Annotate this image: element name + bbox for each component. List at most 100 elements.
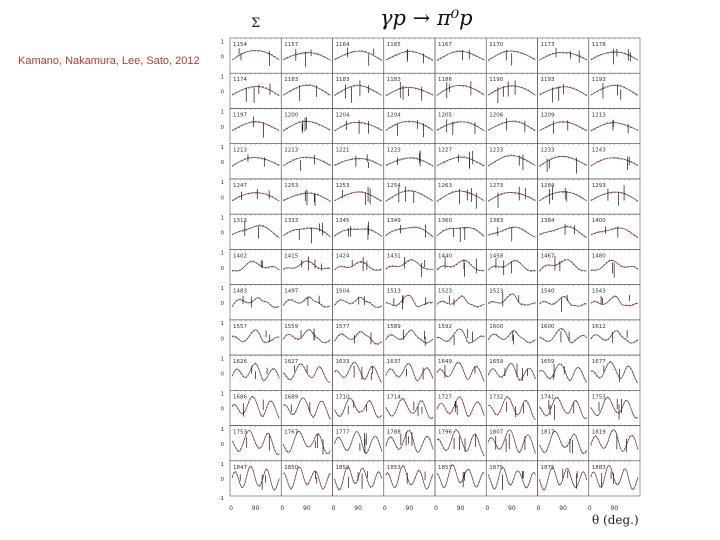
panel-energy-label: 1293 <box>592 183 606 189</box>
y-tick-label: 1 <box>221 180 225 186</box>
model-curve-blue <box>231 466 280 491</box>
model-curve-blue <box>539 430 588 454</box>
model-curve-red <box>487 330 536 344</box>
panel-energy-label: 1213 <box>233 148 247 154</box>
panel-energy-label: 1186 <box>438 77 452 83</box>
panel-energy-label: 1577 <box>336 324 350 330</box>
x-tick-label: 0 <box>332 505 336 512</box>
panel-energy-label: 1167 <box>438 42 452 48</box>
model-curve-blue <box>334 431 383 454</box>
model-curve-red <box>283 52 331 61</box>
model-curve-blue <box>436 429 485 456</box>
model-curve-red <box>436 190 485 202</box>
model-curve-blue <box>385 227 434 237</box>
model-curve-blue <box>231 86 280 97</box>
model-curve-blue <box>436 396 485 417</box>
model-curve-red <box>231 261 280 272</box>
model-curve-blue <box>385 189 434 202</box>
panel-energy-label: 1200 <box>284 112 298 118</box>
y-tick-label: 1 <box>221 392 225 398</box>
model-curve-blue <box>436 50 485 61</box>
panel-energy-label: 1209 <box>541 112 555 118</box>
model-curve-red <box>231 192 280 202</box>
panel-energy-label: 1543 <box>592 289 606 295</box>
model-curve-blue <box>539 155 587 167</box>
model-curve-red <box>283 121 331 131</box>
panel-energy-label: 1649 <box>438 359 452 365</box>
model-curve-blue <box>334 330 382 345</box>
panel-energy-label: 1247 <box>233 183 247 189</box>
model-curve-blue <box>488 192 536 202</box>
y-tick-label: 1 <box>221 215 225 221</box>
y-tick-label: 0 <box>221 336 225 342</box>
x-tick-label: 90 <box>457 505 465 512</box>
panel-energy-label: 1767 <box>284 430 298 436</box>
model-curve-red <box>488 293 536 306</box>
x-tick-label: 0 <box>383 505 387 512</box>
panel-energy-label: 1263 <box>438 183 452 189</box>
panel-energy-label: 1817 <box>541 430 555 436</box>
model-curve-blue <box>334 84 382 96</box>
x-tick-label: 0 <box>229 505 233 512</box>
panel-energy-label: 1213 <box>592 112 606 118</box>
panel-energy-label: 1612 <box>592 324 606 330</box>
panel-energy-label: 1732 <box>489 394 503 400</box>
model-curve-red <box>488 192 536 202</box>
model-curve-blue <box>539 120 587 132</box>
model-curve-blue <box>436 227 485 237</box>
model-curve-blue <box>436 121 485 132</box>
panel-energy-label: 1415 <box>284 253 298 259</box>
y-tick-label: 0 <box>221 266 225 272</box>
model-curve-blue <box>385 259 434 271</box>
model-curve-blue <box>231 395 280 419</box>
panel-energy-label: 1540 <box>541 289 555 295</box>
model-curve-red <box>231 329 280 344</box>
panel-energy-label: 1819 <box>592 430 606 436</box>
panel-energy-label: 1875 <box>541 465 555 471</box>
model-curve-blue <box>231 298 280 308</box>
citation-text: Kamano, Nakamura, Lee, Sato, 2012 <box>18 55 200 67</box>
panel-energy-label: 1523 <box>438 289 452 295</box>
model-curve-red <box>334 362 383 384</box>
panel-energy-label: 1402 <box>233 253 247 259</box>
model-curve-blue <box>283 84 331 97</box>
panel-energy-label: 1504 <box>336 289 350 295</box>
panel-energy-label: 1424 <box>336 253 350 259</box>
model-curve-blue <box>488 154 536 167</box>
model-curve-red <box>488 260 536 271</box>
model-curve-red <box>436 361 485 382</box>
model-curve-red <box>385 87 434 96</box>
panel-energy-label: 1626 <box>233 359 247 365</box>
panel-energy-label: 1165 <box>387 42 401 48</box>
model-curve-blue <box>231 192 280 202</box>
model-curve-red <box>590 122 639 131</box>
panel-energy-label: 1204 <box>387 112 401 118</box>
model-curve-red <box>283 156 331 167</box>
panel-energy-label: 1714 <box>387 394 401 400</box>
model-curve-red <box>539 295 587 307</box>
model-curve-red <box>590 429 639 453</box>
panel-energy-label: 1313 <box>233 218 247 224</box>
panel-energy-label: 1284 <box>541 183 555 189</box>
model-curve-blue <box>539 259 587 272</box>
panel-energy-label: 1183 <box>336 77 350 83</box>
panel-energy-label: 1637 <box>387 359 401 365</box>
model-curve-blue <box>385 86 434 97</box>
panel-energy-label: 1600 <box>489 324 503 330</box>
panel-energy-label: 1204 <box>336 112 350 118</box>
panel-energy-label: 1173 <box>541 42 555 48</box>
model-curve-red <box>539 259 587 272</box>
model-curve-blue <box>539 296 587 307</box>
panel-energy-label: 1497 <box>284 289 298 295</box>
model-curve-red <box>437 328 485 344</box>
model-curve-blue <box>334 398 383 418</box>
x-tick-label: 0 <box>588 505 592 512</box>
x-tick-label: 90 <box>303 505 311 512</box>
panel-energy-label: 1458 <box>489 253 503 259</box>
y-tick-label: 0 <box>221 477 225 483</box>
y-tick-label: 0 <box>221 160 225 166</box>
panel-energy-label: 1183 <box>284 77 298 83</box>
y-tick-label: 1 <box>221 251 225 257</box>
model-curve-blue <box>385 329 434 344</box>
model-curve-blue <box>590 330 639 344</box>
